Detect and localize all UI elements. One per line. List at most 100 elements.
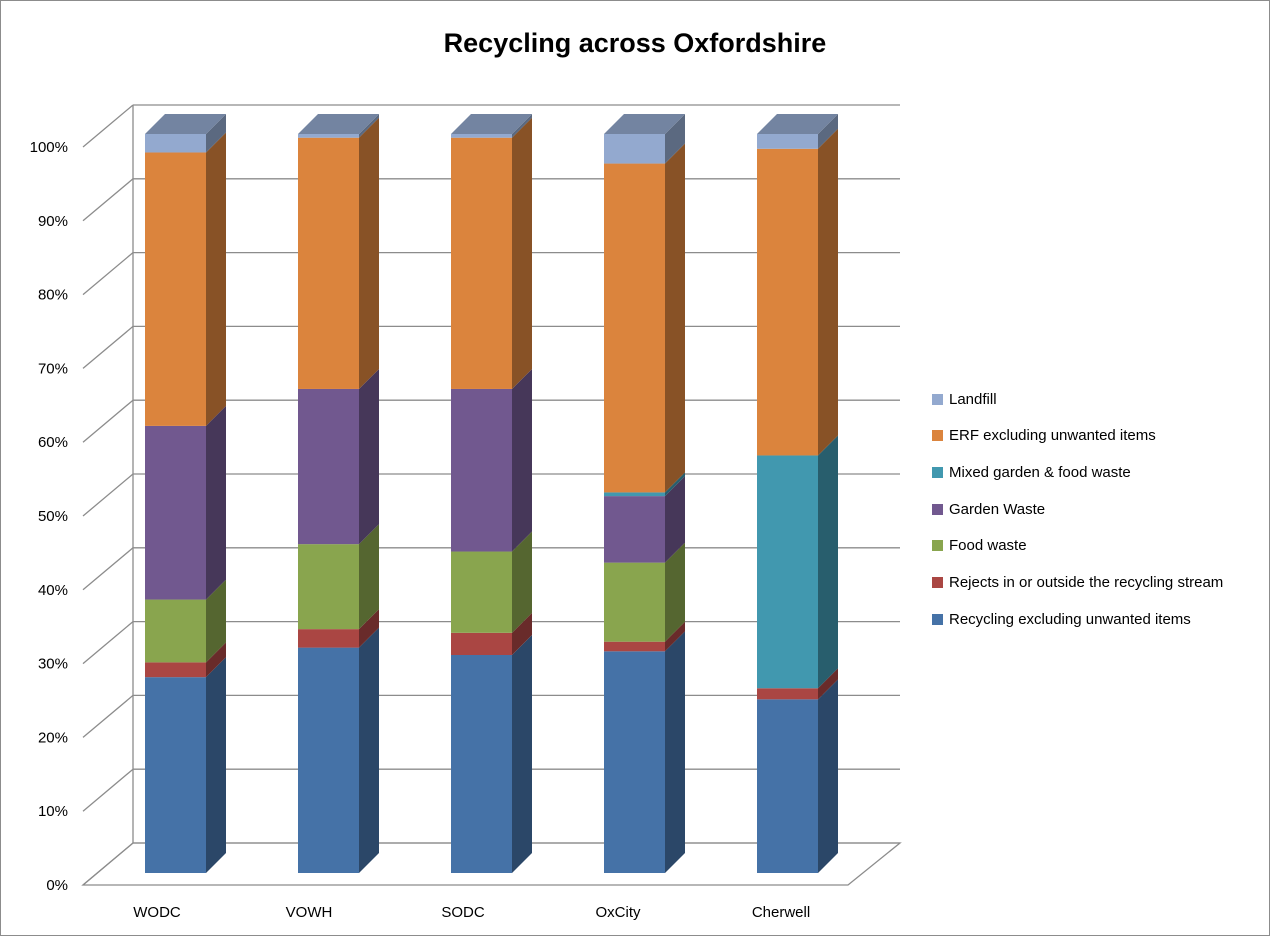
legend-label: Rejects in or outside the recycling stre… xyxy=(949,574,1224,591)
bar-side xyxy=(512,114,532,138)
bar-side xyxy=(512,634,532,873)
bar-side xyxy=(818,668,838,700)
bar-side xyxy=(665,631,685,873)
bar-side xyxy=(359,524,379,630)
y-tick-label: 10% xyxy=(38,803,68,820)
y-tick-label: 100% xyxy=(30,139,68,156)
bar-side xyxy=(206,405,226,600)
y-tick-label: 50% xyxy=(38,508,68,525)
bar-segment xyxy=(604,562,665,642)
legend-swatch xyxy=(932,430,943,442)
bar-side xyxy=(818,114,838,149)
bar-segment xyxy=(757,688,818,700)
bar-top xyxy=(298,114,379,134)
y-tick-label: 60% xyxy=(38,434,68,451)
bar-side xyxy=(206,579,226,663)
legend-item: Food waste xyxy=(932,535,1027,557)
bar-side xyxy=(206,132,226,426)
legend-item: Recycling excluding unwanted items xyxy=(932,608,1191,630)
x-tick-label: Cherwell xyxy=(752,904,810,921)
bar-side xyxy=(665,143,685,493)
legend-item: Rejects in or outside the recycling stre… xyxy=(932,572,1223,594)
legend-swatch xyxy=(932,466,943,478)
gridline-side xyxy=(82,252,134,296)
bar-segment xyxy=(604,163,665,493)
bar-top xyxy=(145,114,226,134)
bar-side xyxy=(359,368,379,545)
bar-segment xyxy=(451,632,512,655)
y-tick-label: 0% xyxy=(46,877,68,894)
bar-side xyxy=(665,114,685,164)
gridline-side xyxy=(82,694,134,738)
bar-side xyxy=(665,472,685,497)
legend-label: Recycling excluding unwanted items xyxy=(949,610,1191,628)
bar-side xyxy=(512,368,532,552)
bar-side xyxy=(359,627,379,873)
bar-top xyxy=(757,114,838,134)
bar-segment xyxy=(298,137,359,389)
y-tick-label: 40% xyxy=(38,582,68,599)
legend-swatch xyxy=(932,613,943,625)
bar-segment xyxy=(298,388,359,545)
x-tick-label: SODC xyxy=(441,904,485,921)
bar-top xyxy=(451,114,532,134)
bar-segment xyxy=(145,677,206,873)
x-tick-label: VOWH xyxy=(286,904,333,921)
bar-segment xyxy=(604,492,665,497)
bar-segment xyxy=(451,551,512,633)
legend-label: Food waste xyxy=(949,537,1027,555)
bar-segment xyxy=(604,496,665,563)
bar-side xyxy=(359,609,379,648)
bar-segment xyxy=(451,654,512,873)
bar-segment xyxy=(145,152,206,426)
bar-side xyxy=(206,642,226,678)
bar-side xyxy=(359,117,379,389)
bar-side xyxy=(818,435,838,689)
bar-side xyxy=(665,542,685,642)
y-tick-label: 80% xyxy=(38,287,68,304)
bar-side xyxy=(665,621,685,652)
chart-title: Recycling across Oxfordshire xyxy=(443,28,827,58)
bar-segment xyxy=(757,699,818,873)
legend-label: Garden Waste xyxy=(949,500,1046,518)
bar-side xyxy=(206,657,226,873)
legend-item: Garden Waste xyxy=(932,498,1045,520)
bar-top xyxy=(604,114,685,134)
bar-segment xyxy=(757,148,818,456)
bar-side xyxy=(818,679,838,873)
bar-segment xyxy=(604,641,665,652)
gridline-side xyxy=(82,473,134,517)
legend-label: Mixed garden & food waste xyxy=(949,463,1131,481)
bar-segment xyxy=(604,134,665,164)
y-tick-label: 20% xyxy=(38,729,68,746)
bar-segment xyxy=(451,134,512,138)
bar-segment xyxy=(451,137,512,389)
bar-segment xyxy=(145,662,206,678)
gridline-side xyxy=(82,547,134,591)
bar-segment xyxy=(298,544,359,630)
gridline-side xyxy=(82,621,134,665)
gridline-side xyxy=(82,842,134,886)
bar-side xyxy=(665,476,685,563)
bar-segment xyxy=(451,388,512,552)
bar-segment xyxy=(145,134,206,153)
legend-label: ERF excluding unwanted items xyxy=(949,427,1156,445)
y-tick-label: 90% xyxy=(38,213,68,230)
bar-segment xyxy=(145,599,206,663)
bar-segment xyxy=(145,425,206,600)
legend-swatch xyxy=(932,540,943,552)
bar-segment xyxy=(298,134,359,138)
x-tick-label: WODC xyxy=(133,904,181,921)
bar-segment xyxy=(604,651,665,873)
legend-item: Landfill xyxy=(932,388,997,410)
legend-item: ERF excluding unwanted items xyxy=(932,425,1156,447)
bar-side xyxy=(512,531,532,633)
legend-swatch xyxy=(932,503,943,515)
bar-side xyxy=(818,128,838,456)
y-tick-label: 30% xyxy=(38,656,68,673)
gridline-side xyxy=(82,325,134,369)
bar-segment xyxy=(757,455,818,689)
bar-segment xyxy=(298,647,359,873)
gridline-side xyxy=(82,399,134,443)
